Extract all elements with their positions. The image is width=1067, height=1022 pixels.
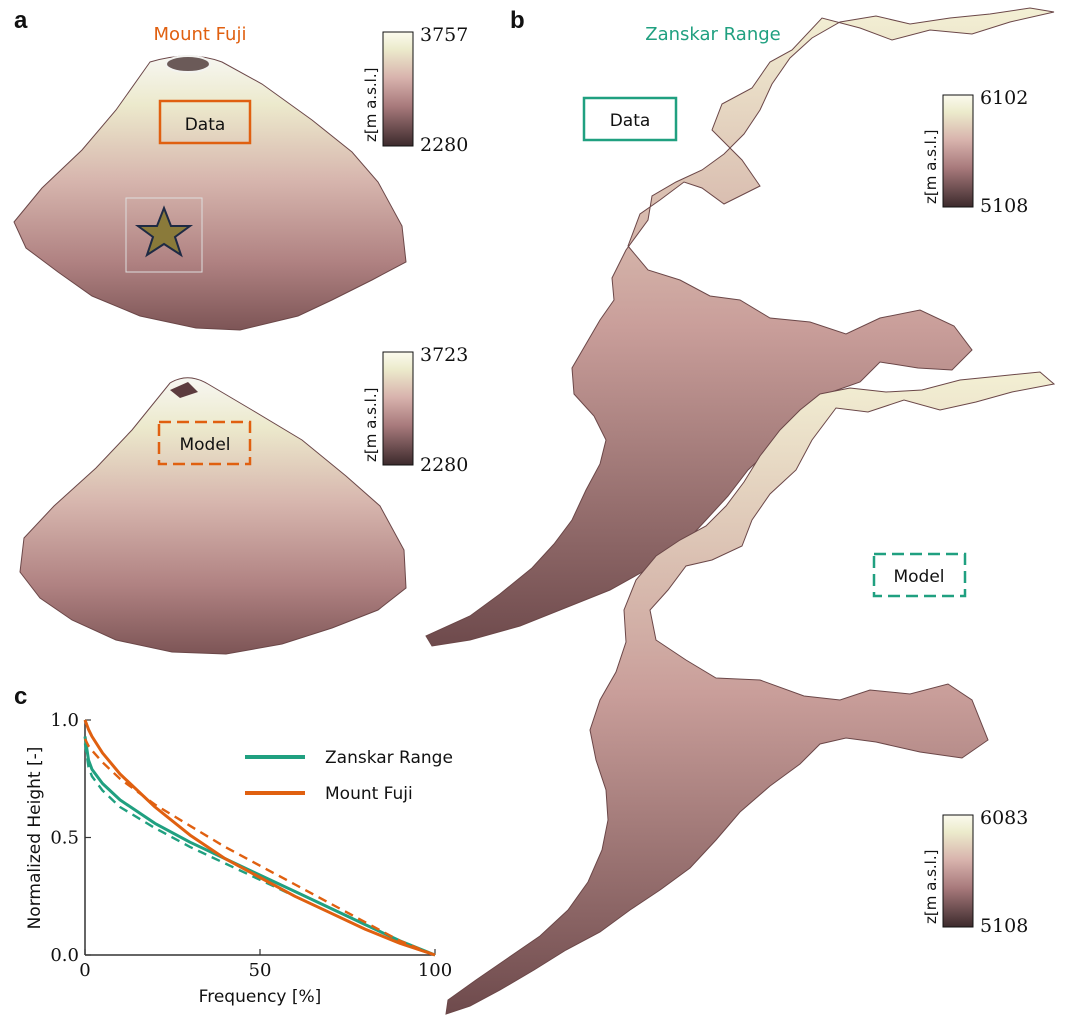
colorbar-fuji-model: 3723 2280 z[m a.s.l.]: [362, 344, 468, 476]
legend-label: Zanskar Range: [325, 748, 453, 768]
colorbar-fuji-model-max: 3723: [420, 344, 468, 366]
x-tick-label: 0: [79, 960, 90, 981]
zanskar-data-box: [582, 96, 678, 142]
zanskar-model-box: [872, 552, 967, 598]
colorbar-zanskar-data-min: 5108: [980, 195, 1028, 217]
y-tick-label: 0.0: [50, 945, 79, 966]
zanskar-model-terrain: [445, 371, 1056, 1015]
colorbar-fuji-model-label: z[m a.s.l.]: [362, 388, 380, 462]
colorbar-zanskar-model: 6083 5108 z[m a.s.l.]: [922, 807, 1028, 937]
colorbar-zanskar-model-max: 6083: [980, 807, 1028, 829]
panel-b: b Zanskar Range Data 6102 5108 z[m a.s.l…: [425, 7, 1056, 1015]
x-tick-label: 50: [249, 960, 272, 981]
y-axis-label: Normalized Height [-]: [25, 747, 45, 930]
fuji-data-box: [158, 99, 252, 145]
colorbar-zanskar-model-min: 5108: [980, 915, 1028, 937]
series-line-2: [83, 719, 436, 957]
fuji-model-label: Model: [179, 435, 230, 455]
fuji-data-label: Data: [185, 115, 226, 135]
colorbar-zanskar-data-max: 6102: [980, 87, 1028, 109]
colorbar-fuji-data-max: 3757: [420, 24, 468, 46]
colorbar-fuji-data-min: 2280: [420, 134, 468, 156]
zanskar-model-label: Model: [893, 567, 944, 587]
panel-a: a Mount Fuji Data 3757 2280 z[m a.s.l.] …: [13, 7, 468, 655]
panel-c: c 0 50 100 0.0 0.5 1.0 Zanskar Range Mount Fuj…: [14, 683, 453, 1007]
colorbar-fuji-data-label: z[m a.s.l.]: [362, 68, 380, 142]
series-line-0: [83, 736, 436, 957]
fuji-data-terrain: [13, 55, 407, 331]
series-line-1: [83, 743, 436, 957]
series-line-3: [83, 738, 436, 957]
colorbar-zanskar-data-label: z[m a.s.l.]: [922, 130, 940, 204]
x-tick-label: 100: [418, 960, 452, 981]
star-icon: [134, 205, 194, 258]
colorbar-zanskar-data: 6102 5108 z[m a.s.l.]: [922, 87, 1028, 217]
colorbar-fuji-model-min: 2280: [420, 454, 468, 476]
colorbar-fuji-data: 3757 2280 z[m a.s.l.]: [362, 24, 468, 156]
zanskar-data-label: Data: [610, 111, 651, 131]
panel-letter-c: c: [14, 683, 27, 710]
fuji-model-box: [157, 420, 252, 466]
y-tick-label: 1.0: [50, 710, 79, 731]
fuji-model-terrain: [19, 377, 407, 655]
mount-fuji-title: Mount Fuji: [154, 24, 247, 45]
x-axis-label: Frequency [%]: [199, 987, 322, 1007]
legend-label: Mount Fuji: [325, 784, 413, 804]
panel-letter-a: a: [14, 7, 28, 34]
zanskar-range-title: Zanskar Range: [645, 24, 780, 45]
y-tick-label: 0.5: [50, 828, 79, 849]
panel-letter-b: b: [510, 7, 525, 34]
colorbar-zanskar-model-label: z[m a.s.l.]: [922, 850, 940, 924]
